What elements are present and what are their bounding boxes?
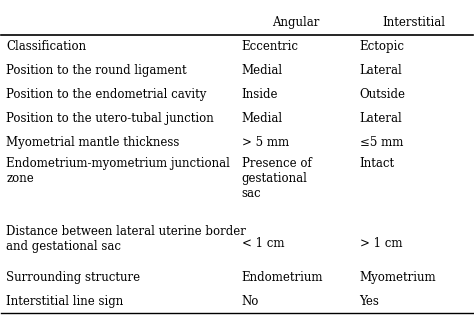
Text: No: No — [242, 295, 259, 308]
Text: Distance between lateral uterine border
and gestational sac: Distance between lateral uterine border … — [6, 225, 246, 253]
Text: > 5 mm: > 5 mm — [242, 136, 289, 149]
Text: Medial: Medial — [242, 112, 283, 126]
Text: Surrounding structure: Surrounding structure — [6, 271, 140, 284]
Text: Endometrium-myometrium junctional
zone: Endometrium-myometrium junctional zone — [6, 157, 230, 186]
Text: > 1 cm: > 1 cm — [359, 237, 402, 250]
Text: ≤5 mm: ≤5 mm — [359, 136, 403, 149]
Text: Classification: Classification — [6, 40, 86, 53]
Text: < 1 cm: < 1 cm — [242, 237, 284, 250]
Text: Eccentric: Eccentric — [242, 40, 299, 53]
Text: Interstitial line sign: Interstitial line sign — [6, 295, 123, 308]
Text: Lateral: Lateral — [359, 65, 402, 77]
Text: Position to the endometrial cavity: Position to the endometrial cavity — [6, 88, 207, 101]
Text: Angular: Angular — [272, 16, 319, 30]
Text: Endometrium: Endometrium — [242, 271, 323, 284]
Text: Outside: Outside — [359, 88, 406, 101]
Text: Yes: Yes — [359, 295, 379, 308]
Text: Interstitial: Interstitial — [382, 16, 445, 30]
Text: Medial: Medial — [242, 65, 283, 77]
Text: Position to the round ligament: Position to the round ligament — [6, 65, 187, 77]
Text: Ectopic: Ectopic — [359, 40, 404, 53]
Text: Myometrium: Myometrium — [359, 271, 436, 284]
Text: Position to the utero-tubal junction: Position to the utero-tubal junction — [6, 112, 214, 126]
Text: Inside: Inside — [242, 88, 278, 101]
Text: Lateral: Lateral — [359, 112, 402, 126]
Text: Myometrial mantle thickness: Myometrial mantle thickness — [6, 136, 180, 149]
Text: Presence of
gestational
sac: Presence of gestational sac — [242, 157, 311, 200]
Text: Intact: Intact — [359, 157, 395, 170]
